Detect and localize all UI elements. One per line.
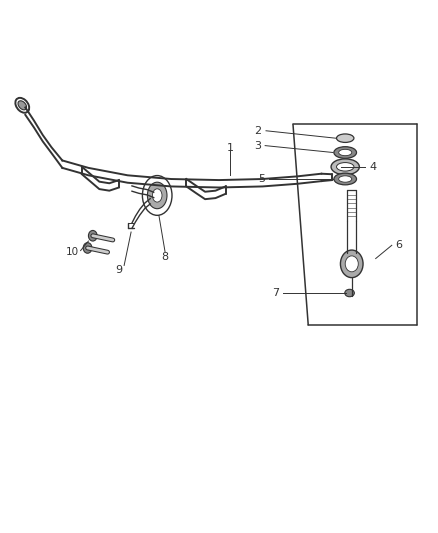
Ellipse shape — [336, 134, 354, 142]
Ellipse shape — [339, 149, 352, 156]
Text: 3: 3 — [254, 141, 261, 151]
Circle shape — [88, 230, 97, 241]
Text: 7: 7 — [272, 288, 279, 298]
Circle shape — [340, 250, 363, 278]
Text: 2: 2 — [254, 126, 262, 136]
Ellipse shape — [18, 101, 27, 110]
Ellipse shape — [152, 189, 162, 202]
Text: 8: 8 — [162, 252, 169, 262]
Ellipse shape — [334, 147, 357, 158]
Ellipse shape — [15, 98, 29, 113]
Ellipse shape — [331, 159, 359, 175]
Ellipse shape — [142, 175, 172, 215]
Text: 9: 9 — [115, 265, 123, 274]
Ellipse shape — [148, 182, 167, 209]
Text: 1: 1 — [226, 143, 233, 154]
Text: 4: 4 — [370, 162, 377, 172]
Text: 10: 10 — [65, 247, 78, 257]
Text: 5: 5 — [258, 174, 265, 184]
Ellipse shape — [334, 173, 357, 185]
Ellipse shape — [339, 176, 352, 182]
Circle shape — [83, 243, 92, 253]
Ellipse shape — [336, 163, 354, 171]
Ellipse shape — [345, 289, 354, 297]
Text: 6: 6 — [395, 240, 402, 251]
Circle shape — [345, 256, 358, 272]
